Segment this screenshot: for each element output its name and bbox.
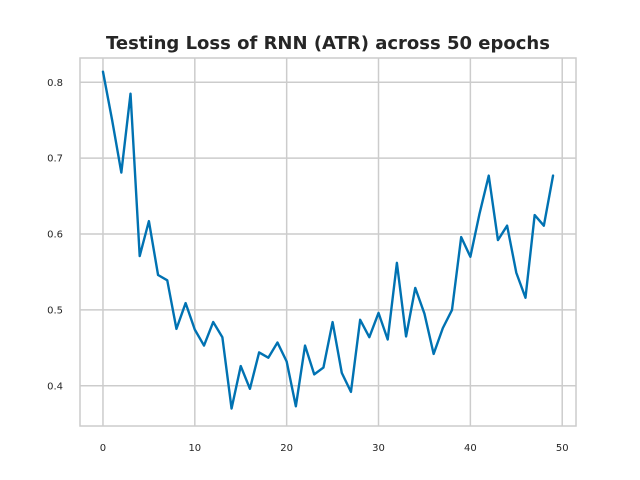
y-tick-label: 0.8: [47, 78, 63, 89]
x-tick-label: 10: [188, 443, 201, 454]
plot-frame: [79, 57, 577, 427]
y-tick-label: 0.6: [47, 230, 63, 241]
x-tick-label: 40: [464, 443, 477, 454]
grid: [80, 58, 576, 426]
y-tick-label: 0.5: [47, 305, 63, 316]
y-axis: 0.4 0.5 0.6 0.7 0.8: [47, 78, 63, 393]
y-tick-label: 0.4: [47, 381, 63, 392]
y-tick-label: 0.7: [47, 154, 63, 165]
series-group: [101, 70, 555, 410]
series-line-0: [101, 70, 555, 410]
x-axis: 0 10 20 30 40 50: [100, 443, 569, 454]
x-tick-label: 30: [372, 443, 385, 454]
chart-title: Testing Loss of RNN (ATR) across 50 epoc…: [106, 33, 550, 54]
x-tick-label: 50: [556, 443, 569, 454]
x-tick-label: 0: [100, 443, 106, 454]
x-tick-label: 20: [280, 443, 293, 454]
